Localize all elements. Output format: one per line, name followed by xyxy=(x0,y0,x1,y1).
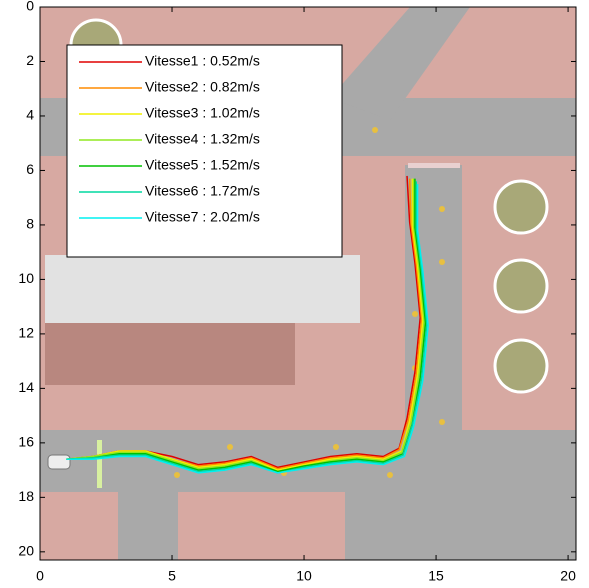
trajectory-line xyxy=(66,181,428,474)
y-tick-label: 20 xyxy=(18,543,34,559)
y-tick-label: 2 xyxy=(26,52,34,68)
x-tick-label: 0 xyxy=(36,568,44,584)
legend-label: Vitesse7 : 2.02m/s xyxy=(145,209,260,225)
legend-label: Vitesse4 : 1.32m/s xyxy=(145,131,260,147)
legend-label: Vitesse1 : 0.52m/s xyxy=(145,53,260,69)
legend-label: Vitesse2 : 0.82m/s xyxy=(145,79,260,95)
trajectory-line xyxy=(66,178,424,471)
y-tick-label: 10 xyxy=(18,270,34,286)
legend-box xyxy=(66,44,343,258)
x-tick-label: 20 xyxy=(560,568,576,584)
trajectory-line xyxy=(66,184,429,474)
x-tick-label: 5 xyxy=(168,568,176,584)
y-tick-label: 0 xyxy=(26,0,34,14)
y-tick-label: 8 xyxy=(26,216,34,232)
legend-label: Vitesse6 : 1.72m/s xyxy=(145,183,260,199)
y-tick-label: 12 xyxy=(18,325,34,341)
y-tick-label: 4 xyxy=(26,107,34,123)
y-tick-label: 18 xyxy=(18,488,34,504)
legend-label: Vitesse5 : 1.52m/s xyxy=(145,157,260,173)
legend: Vitesse1 : 0.52m/s Vitesse2 : 0.82m/s Vite… xyxy=(66,44,343,258)
plot-frame xyxy=(39,6,577,561)
x-tick-label: 10 xyxy=(296,568,312,584)
trajectories xyxy=(66,175,429,474)
x-tick-label: 15 xyxy=(428,568,444,584)
y-tick-label: 16 xyxy=(18,434,34,450)
trajectory-line xyxy=(66,178,427,473)
legend-label: Vitesse3 : 1.02m/s xyxy=(145,105,260,121)
y-tick-label: 6 xyxy=(26,161,34,177)
y-tick-label: 14 xyxy=(18,379,34,395)
